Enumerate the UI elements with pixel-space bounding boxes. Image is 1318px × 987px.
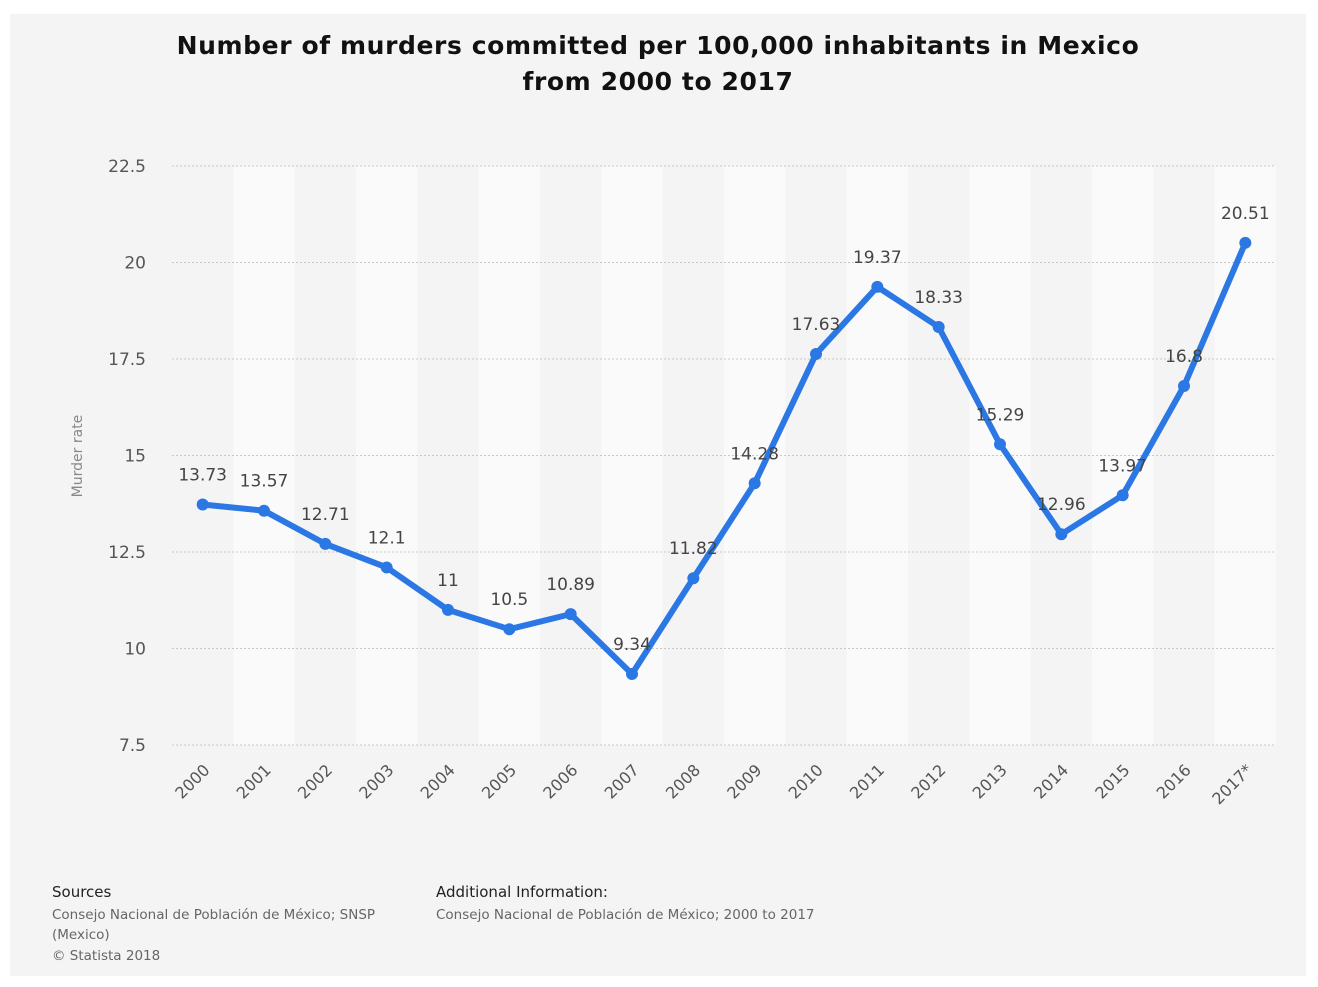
x-tick-label: 2008 [662,760,704,802]
data-point [258,504,270,517]
data-point [932,320,945,333]
data-label: 9.34 [613,635,651,655]
x-tick-label: 2017* [1208,760,1256,808]
data-label: 12.1 [368,528,406,548]
data-label: 20.51 [1221,204,1270,224]
x-tick-label: 2015 [1091,760,1133,802]
sources-text: Consejo Nacional de Población de México;… [52,907,376,923]
footer: Sources Additional Information: Consejo … [52,883,952,973]
data-label: 13.73 [178,466,227,486]
data-label: 10.5 [490,590,528,610]
data-point [748,477,761,490]
additional-info-text: Consejo Nacional de Población de México;… [436,907,815,923]
data-point [687,572,700,585]
data-label: 11.82 [669,539,718,559]
y-tick-label: 10 [124,640,146,660]
data-label: 19.37 [853,248,902,268]
x-tick-label: 2016 [1153,760,1195,802]
data-point [380,561,393,574]
x-tick-label: 2009 [723,760,765,802]
x-tick-label: 2004 [417,760,459,802]
data-point [1239,236,1252,249]
x-tick-label: 2001 [233,760,275,802]
y-tick-label: 20 [124,254,146,274]
y-tick-label: 12.5 [108,543,146,563]
additional-info-heading: Additional Information: [436,883,608,901]
data-labels: 13.73 13.57 12.71 12.1 11 10.5 10.89 9.34 11.82 1… [178,204,1269,655]
x-tick-label: 2013 [969,760,1011,802]
data-label: 12.96 [1037,495,1086,515]
data-label: 12.71 [301,505,350,525]
data-point [319,537,332,550]
y-tick-label: 7.5 [119,736,146,756]
data-point [1178,380,1190,393]
x-tick-label: 2010 [785,760,827,802]
y-tick-label: 15 [124,447,146,467]
data-point [196,498,209,511]
data-point [626,667,638,680]
data-point [1116,489,1129,502]
data-point [994,438,1006,451]
data-label: 13.97 [1098,456,1147,476]
sources-text-2: (Mexico) [52,927,110,943]
y-tick-label: 22.5 [108,157,146,177]
data-label: 10.89 [546,575,595,595]
data-label: 14.28 [730,444,779,464]
data-point [564,608,577,621]
y-tick-label: 17.5 [108,350,146,370]
data-label: 16.8 [1165,347,1203,367]
sources-heading: Sources [52,883,112,901]
x-tick-label: 2012 [907,760,949,802]
x-tick-label: 2014 [1030,760,1072,802]
data-label: 18.33 [914,288,963,308]
data-label: 11 [437,571,459,591]
column-band [356,166,418,745]
data-label: 15.29 [976,405,1025,425]
x-tick-label: 2006 [539,760,581,802]
chart-title-line-1: Number of murders committed per 100,000 … [176,31,1140,60]
chart-title-line-2: from 2000 to 2017 [522,67,794,96]
copyright: © Statista 2018 [52,948,161,964]
x-axis-ticks: 2000 2001 2002 2003 2004 2005 2006 2007 2008 2009… [171,760,1256,808]
y-axis-ticks: 7.5 10 12.5 15 17.5 20 22.5 [108,157,146,756]
data-point [810,347,822,360]
grid-lines [172,165,1276,746]
data-label: 13.57 [240,472,289,492]
x-tick-label: 2002 [294,760,336,802]
column-band [724,166,786,745]
data-point [503,623,516,636]
chart-title: Number of murders committed per 100,000 … [0,28,1316,100]
x-tick-label: 2005 [478,760,520,802]
x-tick-label: 2003 [355,760,397,802]
y-axis-label: Murder rate [70,415,86,498]
x-tick-label: 2007 [601,760,643,802]
series-line [199,239,1249,677]
series-line-group [199,239,1249,677]
x-tick-label: 2000 [171,760,213,802]
data-point [1055,528,1068,541]
data-label: 17.63 [792,315,841,335]
data-point [871,280,884,293]
data-point [442,603,454,616]
data-points [196,236,1252,680]
x-tick-label: 2011 [846,760,888,802]
